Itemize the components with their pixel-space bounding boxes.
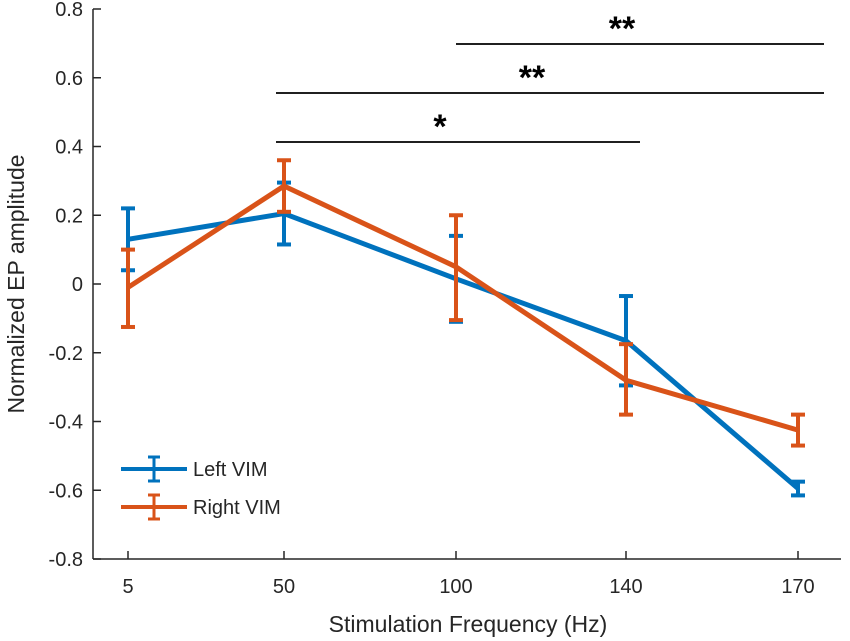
x-tick-label: 100 bbox=[439, 576, 472, 598]
y-tick-label: -0.2 bbox=[49, 343, 83, 365]
y-tick-label: 0.4 bbox=[55, 137, 83, 159]
y-tick-label: 0.2 bbox=[55, 205, 83, 227]
significance-marker: * bbox=[433, 108, 447, 146]
x-tick-label: 170 bbox=[781, 576, 814, 598]
y-tick-label: -0.8 bbox=[49, 549, 83, 571]
y-tick-label: 0.8 bbox=[55, 0, 83, 21]
legend-box bbox=[110, 448, 310, 523]
y-axis-label: Normalized EP amplitude bbox=[3, 154, 29, 413]
x-tick-label: 50 bbox=[273, 576, 295, 598]
x-tick-label: 5 bbox=[122, 576, 133, 598]
y-tick-label: -0.4 bbox=[49, 412, 83, 434]
series-right-vim bbox=[121, 158, 805, 448]
significance-marker: ** bbox=[519, 59, 546, 97]
series-line bbox=[126, 183, 799, 433]
series-line bbox=[127, 211, 800, 491]
legend: Left VIM Right VIM bbox=[110, 448, 310, 523]
legend-label: Left VIM bbox=[193, 459, 267, 481]
legend-label: Right VIM bbox=[193, 497, 281, 519]
series-layer bbox=[121, 158, 805, 498]
y-tick-label: 0 bbox=[72, 274, 83, 296]
significance-marker: ** bbox=[609, 10, 636, 48]
significance-bars: ***** bbox=[276, 10, 824, 146]
y-tick-label: 0.6 bbox=[55, 68, 83, 90]
x-tick-label: 140 bbox=[609, 576, 642, 598]
ticks: -0.8 -0.6 -0.4 -0.2 0 0.2 0.4 0.6 0.8 5 50 100 140 17… bbox=[49, 0, 815, 598]
x-axis-label: Stimulation Frequency (Hz) bbox=[329, 611, 608, 637]
y-tick-label: -0.6 bbox=[49, 480, 83, 502]
